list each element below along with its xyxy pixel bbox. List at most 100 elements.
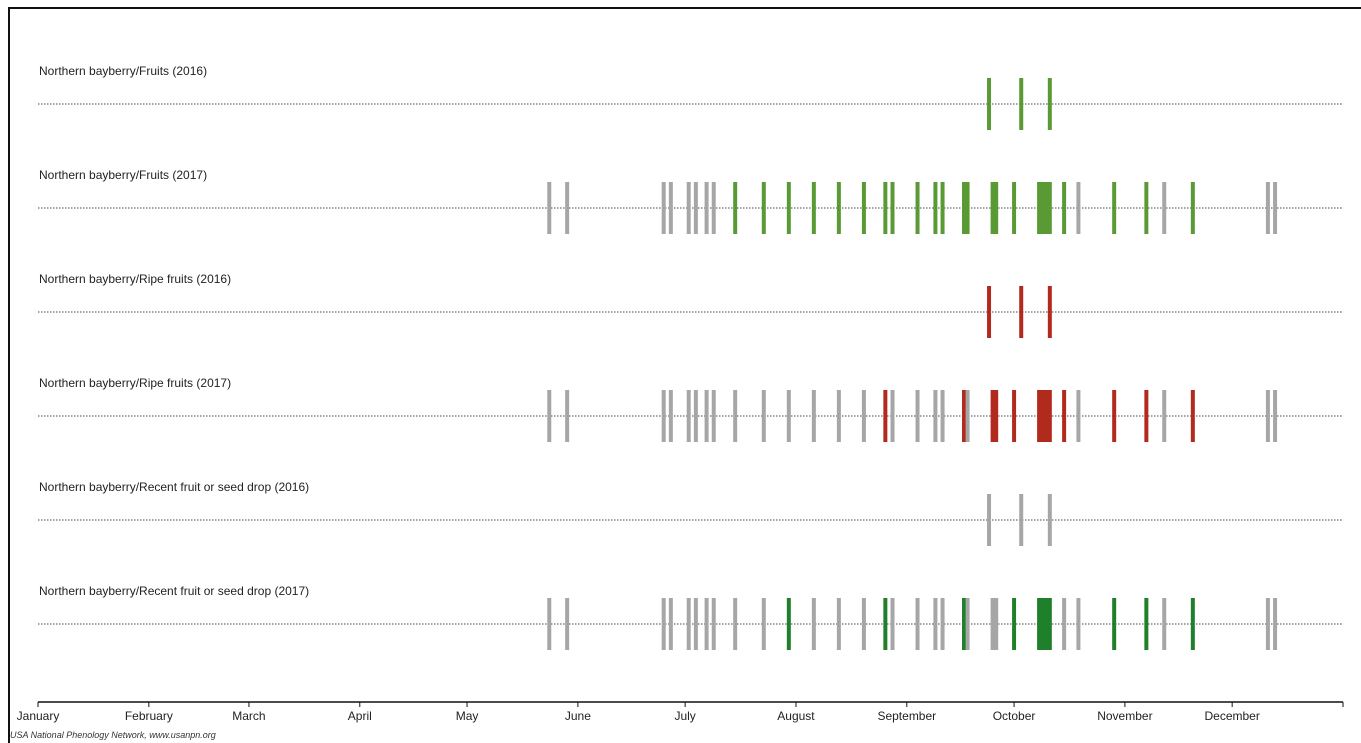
observation-no-mark: [1062, 598, 1067, 650]
observation-yes-mark: [1044, 598, 1049, 650]
observation-no-mark: [733, 390, 738, 442]
observation-yes-mark: [883, 182, 888, 234]
observation-no-mark: [915, 598, 920, 650]
observation-no-mark: [915, 390, 920, 442]
observation-no-mark: [686, 390, 691, 442]
observation-yes-mark: [994, 182, 999, 234]
observation-no-mark: [686, 598, 691, 650]
observation-no-mark: [933, 390, 938, 442]
observation-no-mark: [704, 390, 709, 442]
observation-no-mark: [1265, 390, 1270, 442]
observation-no-mark: [761, 598, 766, 650]
x-tick-label: November: [1097, 709, 1152, 723]
observation-no-mark: [565, 598, 570, 650]
observation-no-mark: [547, 598, 552, 650]
observation-no-mark: [890, 598, 895, 650]
observation-yes-mark: [761, 182, 766, 234]
observation-no-mark: [1265, 598, 1270, 650]
observation-yes-mark: [883, 390, 888, 442]
observation-no-mark: [668, 390, 673, 442]
observation-no-mark: [940, 390, 945, 442]
observation-no-mark: [861, 598, 866, 650]
observation-no-mark: [711, 598, 716, 650]
x-tick-label: September: [877, 709, 936, 723]
x-tick-label: April: [348, 709, 372, 723]
observation-no-mark: [811, 598, 816, 650]
observation-yes-mark: [1040, 390, 1045, 442]
observation-yes-mark: [1112, 598, 1117, 650]
observation-no-mark: [565, 182, 570, 234]
observation-no-mark: [1273, 598, 1278, 650]
row-title: Northern bayberry/Recent fruit or seed d…: [39, 584, 309, 598]
observation-yes-mark: [1012, 390, 1017, 442]
observation-no-mark: [811, 390, 816, 442]
observation-yes-mark: [733, 182, 738, 234]
observation-no-mark: [565, 390, 570, 442]
observation-yes-mark: [1047, 390, 1052, 442]
observation-no-mark: [940, 598, 945, 650]
observation-no-mark: [836, 598, 841, 650]
observation-no-mark: [965, 598, 970, 650]
observation-yes-mark: [1019, 286, 1024, 338]
observation-no-mark: [693, 598, 698, 650]
row-title: Northern bayberry/Ripe fruits (2016): [39, 272, 231, 286]
observation-yes-mark: [933, 182, 938, 234]
observation-yes-mark: [861, 182, 866, 234]
observation-yes-mark: [1040, 182, 1045, 234]
x-tick-label: December: [1204, 709, 1259, 723]
observation-yes-mark: [990, 182, 995, 234]
row-title: Northern bayberry/Ripe fruits (2017): [39, 376, 231, 390]
observation-no-mark: [1076, 182, 1081, 234]
observation-yes-mark: [965, 182, 970, 234]
observation-no-mark: [1162, 182, 1167, 234]
observation-no-mark: [994, 598, 999, 650]
observation-no-mark: [786, 390, 791, 442]
observation-yes-mark: [1062, 390, 1067, 442]
row-title: Northern bayberry/Fruits (2016): [39, 64, 207, 78]
observation-yes-mark: [1037, 182, 1042, 234]
row-title: Northern bayberry/Recent fruit or seed d…: [39, 480, 309, 494]
observation-no-mark: [1047, 494, 1052, 546]
x-tick-label: May: [456, 709, 479, 723]
observation-yes-mark: [962, 182, 967, 234]
observation-no-mark: [668, 598, 673, 650]
observation-yes-mark: [1190, 182, 1195, 234]
observation-yes-mark: [1044, 182, 1049, 234]
observation-yes-mark: [786, 598, 791, 650]
observation-yes-mark: [786, 182, 791, 234]
observation-yes-mark: [1062, 182, 1067, 234]
observation-yes-mark: [1190, 598, 1195, 650]
observation-yes-mark: [962, 598, 967, 650]
observation-yes-mark: [1144, 598, 1149, 650]
observation-yes-mark: [890, 182, 895, 234]
observation-yes-mark: [1112, 182, 1117, 234]
credit-text: USA National Phenology Network, www.usan…: [10, 730, 216, 740]
observation-yes-mark: [883, 598, 888, 650]
observation-no-mark: [693, 390, 698, 442]
observation-yes-mark: [940, 182, 945, 234]
observation-yes-mark: [1047, 598, 1052, 650]
observation-yes-mark: [1144, 182, 1149, 234]
observation-yes-mark: [1047, 78, 1052, 130]
observation-no-mark: [661, 598, 666, 650]
observation-no-mark: [686, 182, 691, 234]
observation-yes-mark: [1037, 598, 1042, 650]
x-tick-label: March: [232, 709, 265, 723]
observation-no-mark: [1019, 494, 1024, 546]
observation-yes-mark: [994, 390, 999, 442]
observation-no-mark: [704, 598, 709, 650]
observation-yes-mark: [1044, 390, 1049, 442]
observation-no-mark: [761, 390, 766, 442]
x-tick-label: June: [565, 709, 591, 723]
observation-no-mark: [711, 182, 716, 234]
observation-no-mark: [990, 598, 995, 650]
observation-no-mark: [547, 182, 552, 234]
chart-frame: [8, 7, 1361, 743]
observation-no-mark: [693, 182, 698, 234]
observation-no-mark: [668, 182, 673, 234]
observation-yes-mark: [1047, 182, 1052, 234]
x-tick-label: January: [17, 709, 60, 723]
observation-yes-mark: [1012, 182, 1017, 234]
x-tick-label: July: [674, 709, 695, 723]
